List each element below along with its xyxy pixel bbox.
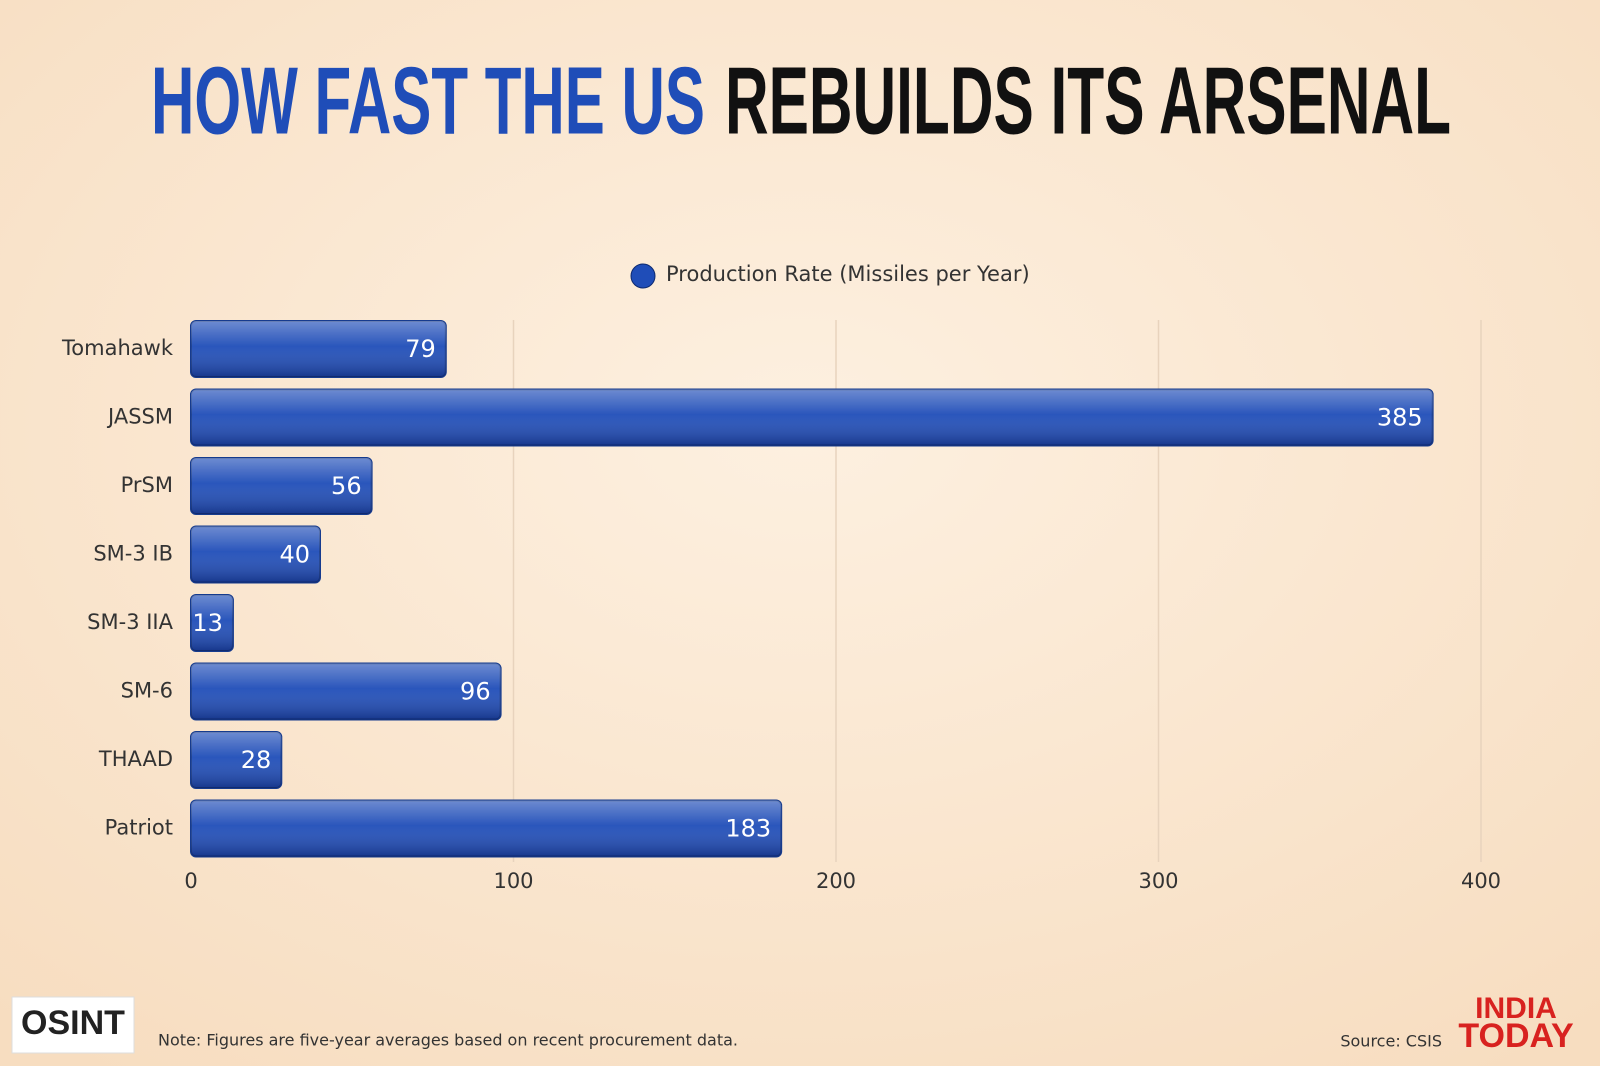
title-rest: REBUILDS ITS ARSENAL: [725, 47, 1451, 154]
y-tick-label: Tomahawk: [61, 336, 174, 360]
x-tick-label: 400: [1461, 869, 1501, 893]
y-tick-label: JASSM: [106, 405, 173, 429]
bar-shine: [191, 732, 282, 788]
bar-shine: [191, 663, 501, 720]
brand-top: INDIA: [1475, 992, 1557, 1025]
title-highlight: HOW FAST THE US: [151, 47, 705, 154]
bar-shine: [191, 526, 320, 583]
bar-shine: [191, 389, 1433, 446]
value-label: 96: [460, 678, 491, 706]
brand-bottom: TODAY: [1458, 1017, 1574, 1055]
logo-box: [11, 996, 135, 1054]
bar-shine: [191, 321, 446, 377]
legend-label: Production Rate (Missiles per Year): [666, 262, 1030, 286]
bar-shine: [191, 800, 782, 857]
value-label: 385: [1377, 404, 1423, 432]
note: Note: Figures are five-year averages bas…: [158, 1031, 738, 1050]
x-tick-label: 300: [1138, 869, 1178, 893]
value-label: 79: [405, 335, 436, 363]
value-label: 13: [192, 609, 223, 637]
y-tick-label: THAAD: [98, 747, 173, 771]
x-tick-label: 0: [184, 869, 197, 893]
value-label: 183: [725, 815, 771, 843]
y-tick-label: SM-3 IIA: [87, 610, 173, 634]
y-tick-label: SM-3 IB: [93, 542, 173, 566]
x-tick-label: 200: [816, 869, 856, 893]
source: Source: CSIS: [1340, 1032, 1442, 1051]
value-label: 28: [241, 746, 272, 774]
value-label: 56: [331, 472, 362, 500]
value-label: 40: [279, 541, 310, 569]
x-tick-label: 100: [493, 869, 533, 893]
y-tick-label: Patriot: [105, 816, 173, 840]
legend-swatch: [630, 263, 656, 289]
bar-shine: [191, 458, 372, 514]
logo: OSINT: [21, 1004, 125, 1042]
plot: 0 100 200 300 400 Production Rate (Missiles p…: [61, 262, 1501, 893]
y-tick-label: SM-6: [121, 679, 173, 703]
y-tick-label: PrSM: [121, 473, 173, 497]
bar-shine: [191, 595, 233, 651]
